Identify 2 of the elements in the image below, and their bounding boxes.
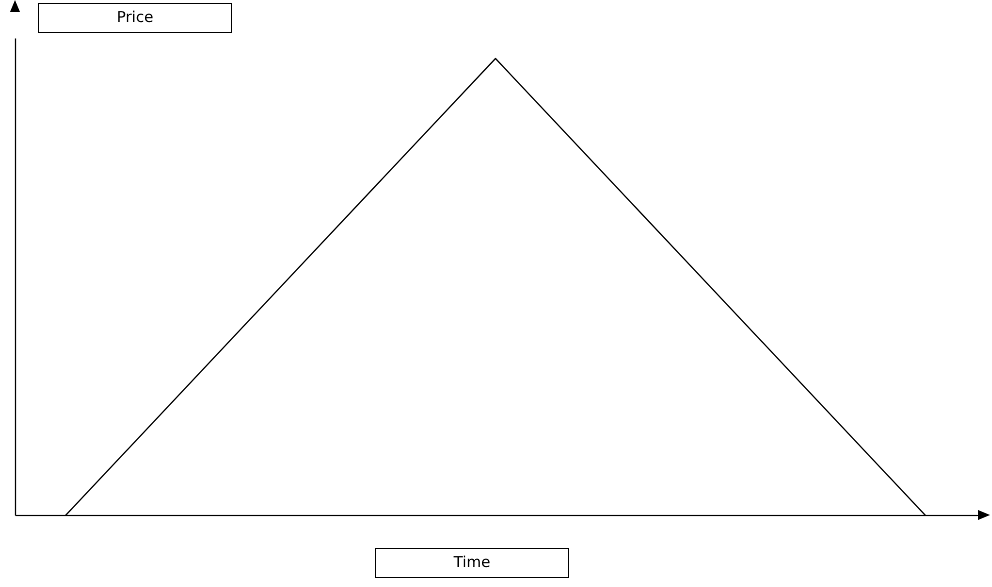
y-axis-title: Price [38,3,232,33]
x-axis-title: Time [375,548,569,578]
